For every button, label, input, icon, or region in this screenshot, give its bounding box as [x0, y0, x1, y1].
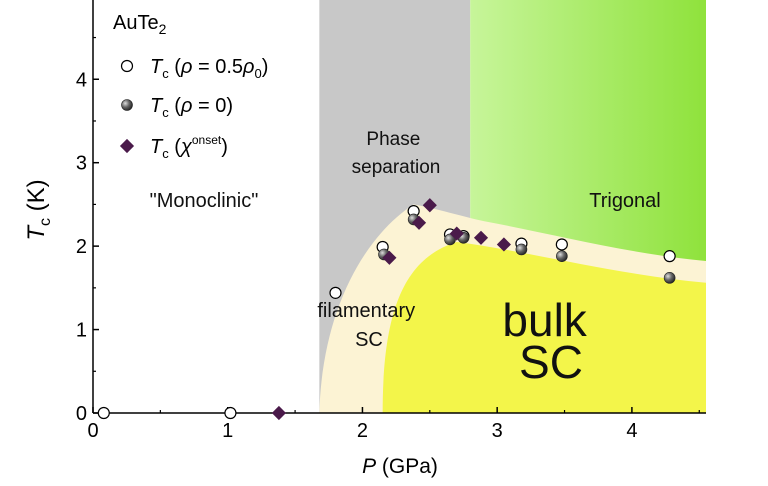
point-filled-circle: [515, 243, 528, 256]
y-tick-label: 1: [76, 320, 87, 342]
y-tick-label: 3: [76, 153, 87, 175]
legend-entry-diamond: Tc (χonset): [150, 133, 228, 161]
point-filled-circle: [556, 250, 568, 262]
point-diamond: [496, 237, 511, 252]
point-diamond: [422, 198, 437, 213]
legend: AuTe2 Tc (ρ = 0.5ρ0) Tc (ρ = 0) Tc (χons…: [113, 12, 268, 161]
x-tick-label: 3: [492, 420, 503, 442]
legend-marker-open-circle: [120, 59, 134, 73]
x-tick-label: 0: [87, 420, 98, 442]
region-label-filamentary-sc: filamentary SC: [317, 300, 420, 351]
region-label-monoclinic: "Monoclinic": [150, 190, 259, 212]
point-diamond: [449, 226, 464, 241]
point-open-circle: [555, 238, 568, 251]
legend-header: AuTe2: [113, 12, 167, 37]
legend-marker-diamond: [119, 138, 135, 154]
legend-entry-filled: Tc (ρ = 0): [150, 95, 233, 120]
point-open-circle: [329, 286, 342, 299]
x-tick-label: 4: [626, 420, 637, 442]
region-label-phase-separation: Phase separation: [352, 129, 441, 178]
y-tick-label: 0: [76, 403, 87, 425]
x-tick-label: 1: [222, 420, 233, 442]
y-axis-title: Tc (K): [23, 179, 54, 240]
point-open-circle: [663, 250, 676, 263]
y-tick-label: 2: [76, 236, 87, 258]
x-axis-title: P (GPa): [362, 455, 438, 478]
region-label-bulk-sc: bulk SC: [502, 294, 599, 388]
region-label-trigonal: Trigonal: [589, 190, 661, 212]
point-diamond: [473, 230, 489, 245]
y-tick-label: 4: [76, 69, 87, 91]
point-open-circle: [97, 406, 110, 420]
legend-marker-filled-circle: [121, 99, 133, 111]
point-filled-circle: [663, 272, 676, 284]
bulk-sc-region: [382, 241, 706, 413]
point-diamond: [382, 250, 397, 265]
point-filled-circle: [444, 233, 456, 246]
axes: 0 1 2 3 4 0 1 2 3 4: [76, 0, 706, 442]
data-points: [97, 198, 676, 421]
legend-entry-open: Tc (ρ = 0.5ρ0): [150, 56, 268, 81]
x-tick-label: 2: [357, 420, 368, 442]
point-open-circle: [224, 406, 237, 420]
point-diamond: [271, 405, 286, 421]
point-diamond: [411, 215, 427, 230]
